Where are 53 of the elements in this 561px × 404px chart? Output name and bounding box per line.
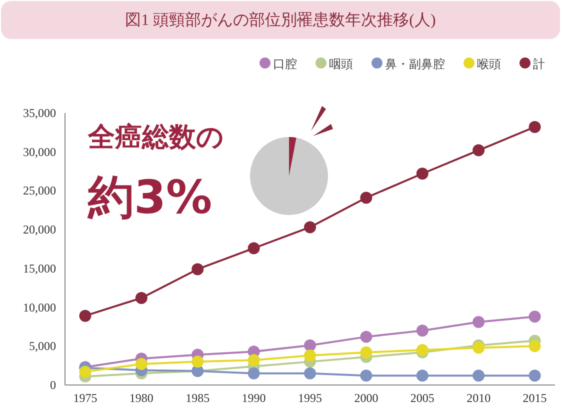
point xyxy=(135,358,148,370)
annotation: 全癌総数の xyxy=(87,122,224,153)
point xyxy=(135,292,148,304)
point xyxy=(416,370,428,382)
point xyxy=(472,342,485,354)
point xyxy=(248,242,260,254)
y-tick-label: 20,000 xyxy=(23,222,56,237)
x-tick-label: 2000 xyxy=(354,391,378,404)
point xyxy=(192,356,204,368)
point xyxy=(79,366,92,378)
point xyxy=(416,168,428,180)
point xyxy=(528,340,541,352)
y-tick-label: 0 xyxy=(50,378,56,392)
point xyxy=(248,367,260,380)
legend-label: 鼻・副鼻腔 xyxy=(385,57,445,71)
point xyxy=(360,370,372,382)
legend-label: 計 xyxy=(533,57,545,71)
legend-label: 喉頭 xyxy=(477,57,501,71)
x-tick-label: 2005 xyxy=(410,391,434,404)
point xyxy=(472,144,485,156)
point xyxy=(192,263,204,276)
x-tick-label: 2010 xyxy=(466,391,491,404)
x-tick-label: 1975 xyxy=(73,391,98,404)
x-tick-label: 1985 xyxy=(186,391,210,404)
point xyxy=(416,324,428,337)
point xyxy=(248,354,260,366)
chart-title: 図1 頭頸部がんの部位別罹患数年次推移(人) xyxy=(125,11,436,29)
point xyxy=(360,192,372,204)
y-tick-label: 30,000 xyxy=(23,144,56,159)
y-tick-label: 10,000 xyxy=(23,300,56,314)
point xyxy=(528,120,541,133)
y-tick-label: 15,000 xyxy=(23,261,56,276)
legend-label: 口腔 xyxy=(273,57,297,71)
point xyxy=(304,221,316,234)
point xyxy=(304,367,316,380)
legend-label: 咽頭 xyxy=(329,57,353,71)
x-tick-label: 1980 xyxy=(129,391,154,404)
y-tick-label: 35,000 xyxy=(23,106,56,120)
point xyxy=(528,370,541,382)
point xyxy=(360,346,372,358)
point xyxy=(79,310,92,322)
point xyxy=(472,370,485,382)
point xyxy=(304,339,316,352)
y-tick-label: 25,000 xyxy=(23,184,56,198)
point xyxy=(304,349,316,362)
x-tick-label: 2015 xyxy=(522,391,547,404)
annotation: 約3% xyxy=(87,170,212,224)
x-tick-label: 1990 xyxy=(242,391,266,404)
point xyxy=(360,330,372,343)
point xyxy=(528,310,541,323)
point xyxy=(472,316,485,328)
x-tick-label: 1995 xyxy=(298,391,322,404)
y-tick-label: 5,000 xyxy=(29,339,56,354)
